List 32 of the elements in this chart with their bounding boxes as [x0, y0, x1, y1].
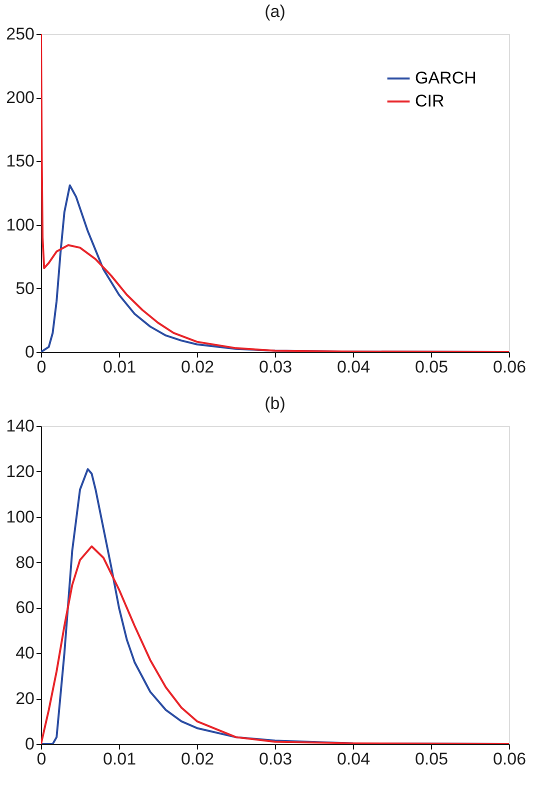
y-tick-label: 50	[16, 278, 34, 298]
y-tick-label: 60	[16, 598, 34, 618]
y-tick-label: 140	[6, 416, 34, 436]
x-tick-label: 0.03	[258, 750, 292, 768]
chart-title: (a)	[264, 2, 286, 21]
x-tick-label: 0.02	[180, 750, 214, 768]
y-tick-label: 250	[6, 24, 34, 44]
x-tick-label: 0.01	[102, 750, 136, 768]
x-tick-label: 0.04	[336, 358, 370, 376]
chart-title: (b)	[264, 394, 286, 413]
x-tick-label: 0.01	[102, 358, 136, 376]
y-tick-label: 100	[6, 215, 34, 234]
x-tick-label: 0.04	[336, 750, 370, 768]
x-tick-label: 0.06	[492, 750, 526, 768]
x-tick-label: 0.06	[492, 358, 526, 376]
legend-label: GARCH	[415, 68, 476, 88]
y-tick-label: 150	[6, 152, 34, 171]
x-tick-label: 0	[36, 750, 46, 768]
x-tick-label: 0	[36, 358, 46, 376]
y-tick-label: 120	[6, 462, 34, 481]
y-tick-label: 80	[16, 552, 34, 572]
x-tick-label: 0.05	[414, 750, 448, 768]
y-tick-label: 100	[6, 507, 34, 526]
legend-label: CIR	[415, 92, 444, 110]
y-tick-label: 200	[6, 88, 34, 108]
y-tick-label: 0	[25, 342, 34, 362]
y-tick-label: 0	[25, 734, 34, 754]
x-tick-label: 0.02	[180, 358, 214, 376]
x-tick-label: 0.03	[258, 358, 292, 376]
y-tick-label: 40	[16, 644, 34, 663]
y-tick-label: 20	[16, 689, 34, 708]
x-tick-label: 0.05	[414, 358, 448, 376]
